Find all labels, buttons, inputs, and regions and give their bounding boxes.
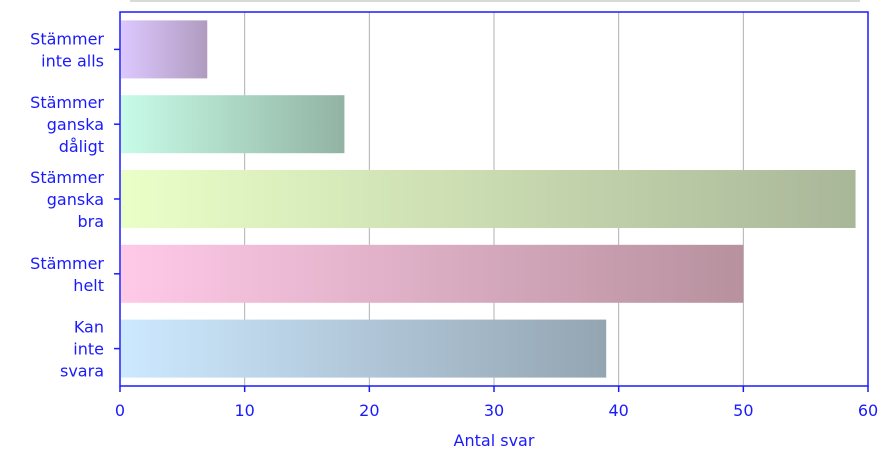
bar bbox=[121, 244, 744, 303]
bar bbox=[121, 95, 345, 154]
bar bbox=[121, 20, 208, 79]
x-tick-label: 40 bbox=[608, 401, 628, 420]
category-label: Stämmer ganska dåligt bbox=[30, 93, 104, 156]
top-shade-line bbox=[130, 0, 860, 2]
category-label: Kan inte svara bbox=[60, 318, 104, 381]
x-tick-label: 0 bbox=[115, 401, 125, 420]
x-tick-label: 50 bbox=[733, 401, 753, 420]
category-labels: Stämmer inte alls Stämmer ganska dåligt Stämm… bbox=[30, 29, 104, 380]
axes bbox=[114, 11, 869, 392]
category-label: Stämmer ganska bra bbox=[30, 168, 104, 231]
bar bbox=[121, 319, 607, 378]
category-label: Stämmer inte alls bbox=[30, 29, 104, 70]
category-label: Stämmer helt bbox=[30, 254, 104, 295]
x-axis-title: Antal svar bbox=[454, 431, 535, 450]
x-tick-label: 20 bbox=[359, 401, 379, 420]
x-tick-label: 60 bbox=[858, 401, 878, 420]
x-tick-label: 10 bbox=[234, 401, 254, 420]
bars bbox=[121, 20, 856, 378]
bar bbox=[121, 170, 856, 228]
x-tick-labels: 0 10 20 30 40 50 60 bbox=[115, 401, 878, 420]
x-tick-label: 30 bbox=[484, 401, 504, 420]
